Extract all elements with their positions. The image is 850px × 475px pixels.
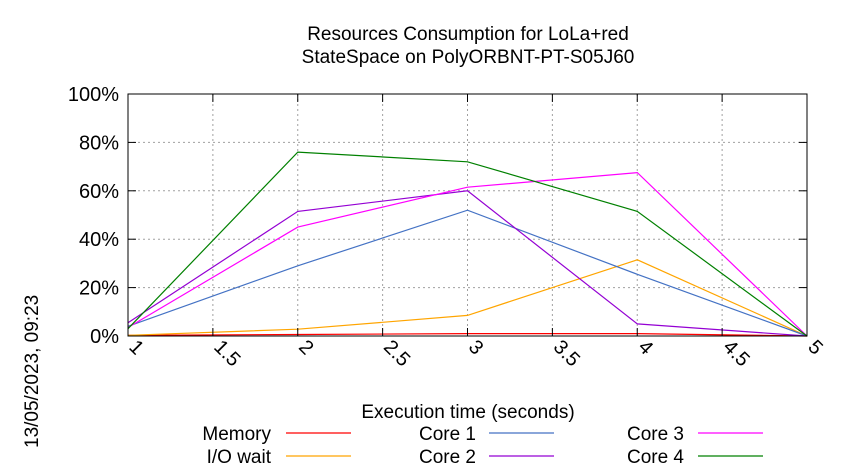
legend-label-i-o-wait: I/O wait (207, 447, 272, 468)
x-axis-label: Execution time (seconds) (361, 402, 574, 423)
x-tick-label: 2 (294, 336, 317, 359)
x-tick-label: 1.5 (209, 336, 244, 371)
series-line-core-4 (127, 151, 808, 337)
legend-label-core-1: Core 1 (419, 424, 476, 445)
x-tick-label: 4 (634, 336, 657, 359)
y-tick-label: 100% (68, 84, 119, 106)
x-tick-label: 3.5 (549, 336, 584, 371)
y-tick-label: 20% (79, 278, 119, 300)
x-tick-label: 3 (464, 336, 487, 359)
y-tick-label: 80% (79, 132, 119, 154)
chart-title-line-2: StateSpace on PolyORBNT-PT-S05J60 (302, 47, 635, 68)
legend-label-core-2: Core 2 (419, 447, 476, 468)
legend-label-core-4: Core 4 (627, 447, 684, 468)
series-line-core-1 (127, 209, 808, 337)
x-tick-label: 4.5 (719, 336, 754, 371)
chart-title-line-1: Resources Consumption for LoLa+red (307, 24, 629, 45)
series-line-core-3 (127, 171, 808, 337)
series-line-i-o-wait (127, 259, 808, 337)
grid (128, 94, 807, 336)
y-tick-label: 0% (90, 326, 119, 348)
legend-label-memory: Memory (202, 424, 271, 445)
y-tick-label: 60% (79, 181, 119, 203)
timestamp: 13/05/2023, 09:23 (22, 295, 43, 448)
x-tick-label: 2.5 (379, 336, 414, 371)
y-tick-label: 40% (79, 229, 119, 251)
series-lines (127, 151, 808, 337)
series-line-core-2 (127, 190, 808, 337)
x-tick-label: 5 (803, 336, 826, 359)
x-tick-label: 1 (124, 336, 147, 359)
y-axis-ticks: 0% 20% 40% 60% 80% 100% (68, 84, 807, 348)
legend-label-core-3: Core 3 (627, 424, 684, 445)
